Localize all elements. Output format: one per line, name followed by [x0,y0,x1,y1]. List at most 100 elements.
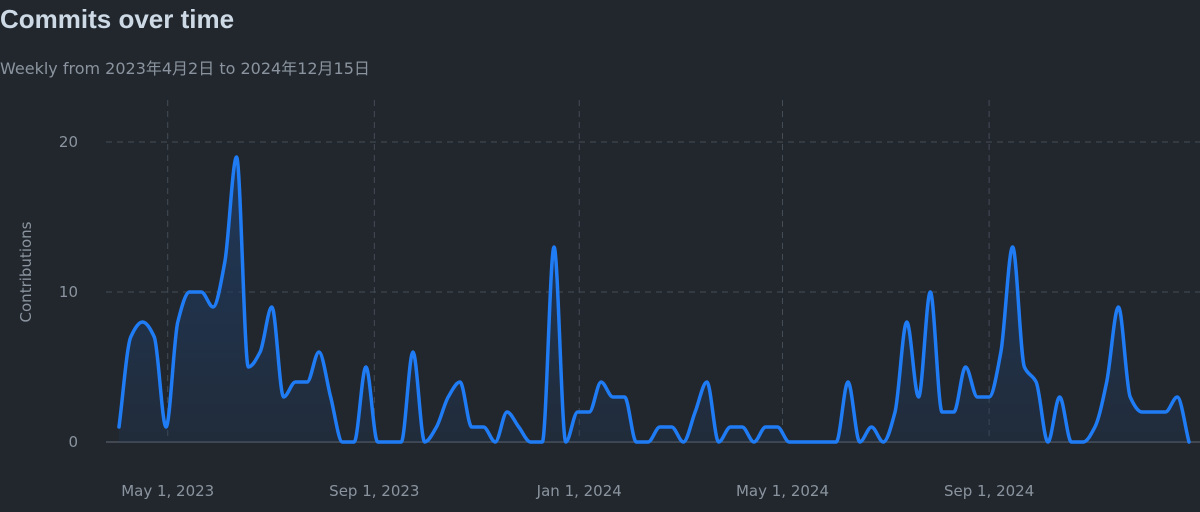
data-point-66 [893,410,897,414]
data-point-44 [634,440,638,444]
data-point-0 [117,425,121,429]
y-tick-label-10: 10 [59,283,78,301]
y-tick-label-20: 20 [59,133,78,151]
data-point-11 [246,365,250,369]
data-point-14 [282,395,286,399]
series-area [119,157,1189,442]
data-point-62 [846,380,850,384]
data-point-65 [881,440,885,444]
data-point-48 [681,440,685,444]
data-point-1 [129,335,133,339]
data-point-69 [928,290,932,294]
data-point-26 [423,440,427,444]
data-point-57 [787,440,791,444]
data-point-59 [811,440,815,444]
data-point-41 [599,380,603,384]
data-point-52 [728,425,732,429]
x-tick-label-4: Sep 1, 2024 [944,482,1034,500]
data-point-38 [564,440,568,444]
data-point-37 [552,245,556,249]
data-point-76 [1011,245,1015,249]
data-point-58 [799,440,803,444]
data-point-27 [434,425,438,429]
data-point-84 [1105,380,1109,384]
data-point-25 [411,350,415,354]
data-point-73 [975,395,979,399]
data-point-88 [1152,410,1156,414]
data-point-31 [482,425,486,429]
data-point-68 [917,395,921,399]
data-point-8 [211,305,215,309]
x-tick-label-1: Sep 1, 2023 [329,482,419,500]
data-point-49 [693,410,697,414]
data-point-71 [952,410,956,414]
data-point-43 [623,395,627,399]
data-point-55 [764,425,768,429]
x-tick-label-0: May 1, 2023 [121,482,214,500]
data-point-47 [670,425,674,429]
data-point-78 [1034,380,1038,384]
data-point-75 [999,350,1003,354]
data-point-40 [587,410,591,414]
x-tick-label-3: May 1, 2024 [736,482,829,500]
data-point-7 [199,290,203,294]
data-point-80 [1058,395,1062,399]
data-point-87 [1140,410,1144,414]
y-tick-label-0: 0 [68,433,78,451]
data-point-32 [493,440,497,444]
data-point-2 [141,320,145,324]
x-tick-label-2: Jan 1, 2024 [536,482,622,500]
data-point-23 [387,440,391,444]
data-point-13 [270,305,274,309]
data-point-5 [176,320,180,324]
data-point-74 [987,395,991,399]
data-point-86 [1128,395,1132,399]
data-point-50 [705,380,709,384]
data-point-46 [658,425,662,429]
data-point-90 [1175,395,1179,399]
data-point-79 [1046,440,1050,444]
data-point-30 [470,425,474,429]
data-point-56 [775,425,779,429]
data-point-64 [870,425,874,429]
chart-subtitle: Weekly from 2023年4月2日 to 2024年12月15日 [0,59,370,78]
data-point-6 [188,290,192,294]
vertical-gridlines [167,100,990,442]
data-point-20 [352,440,356,444]
data-point-82 [1081,440,1085,444]
data-point-24 [399,440,403,444]
data-point-54 [752,440,756,444]
data-point-89 [1163,410,1167,414]
data-point-67 [905,320,909,324]
data-point-83 [1093,425,1097,429]
line-layer [117,155,1191,444]
data-point-85 [1116,305,1120,309]
data-point-63 [858,440,862,444]
data-point-42 [611,395,615,399]
data-point-10 [235,155,239,159]
data-point-33 [505,410,509,414]
data-point-21 [364,365,368,369]
data-point-29 [458,380,462,384]
data-point-72 [964,365,968,369]
y-axis-title: Contributions [17,221,35,322]
data-point-12 [258,350,262,354]
data-point-4 [164,425,168,429]
data-point-22 [376,440,380,444]
data-point-3 [152,335,156,339]
data-point-36 [540,440,544,444]
data-point-39 [576,410,580,414]
x-tick-labels: May 1, 2023 Sep 1, 2023 Jan 1, 2024 May 1, … [121,482,1034,500]
data-point-45 [646,440,650,444]
data-point-17 [317,350,321,354]
data-point-9 [223,260,227,264]
data-point-35 [529,440,533,444]
data-point-18 [329,395,333,399]
chart-title: Commits over time [0,4,235,34]
data-point-53 [740,425,744,429]
data-point-60 [822,440,826,444]
data-point-51 [717,440,721,444]
area-layer [119,157,1189,442]
data-point-34 [517,425,521,429]
